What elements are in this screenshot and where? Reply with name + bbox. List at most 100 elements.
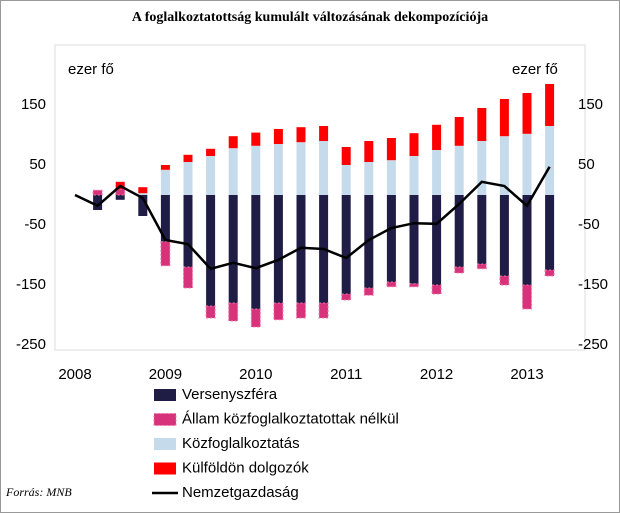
- bar: [477, 141, 487, 195]
- legend-label: Nemzetgazdaság: [182, 484, 299, 501]
- bar: [544, 269, 555, 277]
- legend-label: Versenyszféra: [182, 386, 278, 403]
- y-tick-label: 150: [21, 96, 46, 113]
- bar: [522, 93, 532, 134]
- legend-key: [154, 389, 176, 401]
- x-tick-label: 2013: [510, 366, 543, 383]
- bar: [228, 148, 238, 195]
- bar: [341, 165, 351, 195]
- chart-title: A foglalkoztatottság kumulált változásán…: [132, 10, 488, 25]
- bar: [273, 195, 283, 303]
- bar: [115, 195, 125, 200]
- bar: [250, 308, 261, 328]
- legend-label: Külföldön dolgozók: [182, 459, 309, 476]
- bar: [341, 195, 351, 294]
- bar: [341, 147, 351, 165]
- bar: [160, 169, 170, 195]
- bar: [386, 195, 396, 282]
- bar: [499, 136, 509, 195]
- bar: [92, 189, 103, 196]
- bar: [545, 84, 555, 126]
- bar: [499, 195, 509, 276]
- x-tick-label: 2011: [330, 366, 362, 383]
- bar: [251, 132, 261, 146]
- y-unit-right: ezer fő: [512, 61, 558, 78]
- bar: [206, 195, 216, 306]
- bar: [138, 195, 148, 216]
- bar: [273, 144, 283, 195]
- source: Forrás: MNB: [5, 485, 72, 499]
- bar: [432, 124, 442, 150]
- bar: [251, 145, 261, 195]
- y2-tick-label: 50: [578, 156, 595, 173]
- bar: [160, 165, 170, 170]
- bar: [341, 293, 352, 301]
- y-tick-label: -250: [16, 336, 46, 353]
- bar: [409, 283, 419, 288]
- bar: [431, 284, 442, 295]
- y-tick-label: -50: [24, 216, 46, 233]
- bar: [477, 108, 487, 141]
- bar: [228, 195, 238, 303]
- y-unit-left: ezer fő: [68, 61, 114, 78]
- bar: [454, 117, 464, 146]
- bar: [273, 302, 284, 321]
- bar: [296, 127, 306, 143]
- bar: [160, 195, 170, 242]
- bar: [319, 126, 329, 141]
- bar: [183, 162, 193, 195]
- bar: [318, 302, 329, 319]
- bar: [499, 275, 510, 286]
- legend-label: Állam közfoglalkoztatottak nélkül: [182, 410, 399, 427]
- bar: [273, 129, 283, 144]
- y2-tick-label: -250: [578, 336, 608, 353]
- bar: [454, 195, 464, 267]
- bar: [296, 302, 306, 319]
- y2-tick-label: -150: [578, 276, 608, 293]
- legend-label: Közfoglalkoztatás: [182, 435, 300, 452]
- bar: [454, 145, 464, 195]
- bar: [409, 133, 419, 156]
- bar: [363, 287, 374, 296]
- bar: [476, 263, 487, 270]
- y-tick-label: -150: [16, 276, 46, 293]
- bar: [364, 162, 374, 195]
- line: [74, 166, 551, 271]
- bar: [499, 99, 509, 137]
- bar: [138, 193, 148, 195]
- bar: [386, 160, 396, 195]
- bar: [432, 195, 442, 285]
- legend-key: [153, 413, 177, 426]
- plot-frame: [54, 44, 586, 351]
- bar: [228, 136, 238, 149]
- bar: [386, 138, 396, 161]
- legend-key: [154, 462, 176, 475]
- x-tick-label: 2008: [58, 366, 91, 383]
- bar: [296, 142, 306, 195]
- bar: [545, 195, 555, 270]
- bar: [364, 141, 374, 162]
- x-tick-label: 2009: [149, 366, 182, 383]
- bar: [205, 305, 216, 319]
- x-tick-label: 2012: [420, 366, 453, 383]
- bar: [160, 241, 171, 267]
- bar: [183, 195, 193, 267]
- bar: [432, 150, 442, 195]
- bar: [206, 148, 216, 156]
- bar: [522, 284, 532, 310]
- bar: [183, 154, 193, 162]
- bar: [454, 266, 465, 274]
- bar: [93, 195, 103, 210]
- bar: [386, 281, 397, 288]
- bar: [522, 195, 532, 285]
- y2-tick-label: -50: [578, 216, 600, 233]
- bar: [545, 126, 555, 195]
- bar: [206, 156, 216, 195]
- bar: [477, 195, 487, 264]
- bar: [409, 195, 419, 284]
- legend-key: [154, 438, 176, 450]
- bar: [522, 133, 532, 195]
- bar: [183, 266, 193, 289]
